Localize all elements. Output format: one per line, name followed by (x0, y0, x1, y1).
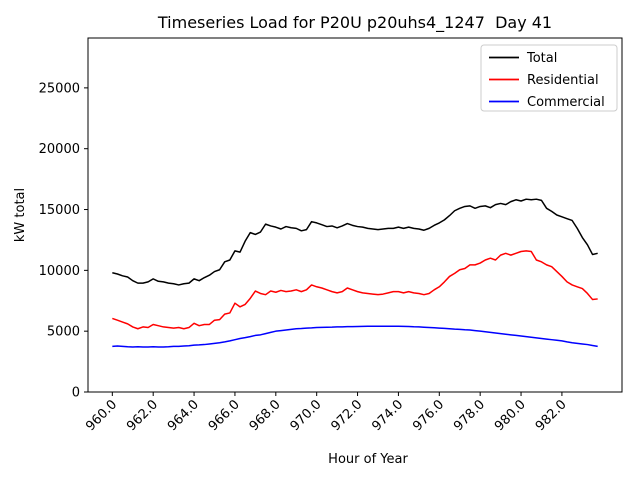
residential-line (112, 250, 598, 330)
legend-box (480, 44, 618, 112)
commercial-line (112, 325, 598, 348)
y-tick-label: 25000 (39, 81, 80, 96)
total-line (112, 198, 598, 286)
y-tick-label: 10000 (39, 264, 80, 279)
legend: Total Residential Commercial (480, 44, 618, 112)
series-lines (112, 198, 598, 348)
legend-label-total: Total (526, 51, 557, 66)
y-tick-label: 0 (72, 386, 80, 401)
plot-border (87, 37, 623, 393)
chart-title: Timeseries Load for P20U p20uhs4_1247 Da… (157, 13, 552, 33)
y-axis-label: kW total (13, 188, 28, 242)
x-axis-label: Hour of Year (328, 452, 408, 467)
y-axis-ticks: 0 5000 10000 15000 20000 25000 (39, 81, 88, 401)
y-tick-label: 20000 (39, 142, 80, 157)
legend-label-commercial: Commercial (527, 95, 605, 110)
legend-label-residential: Residential (527, 73, 599, 88)
y-tick-label: 15000 (39, 203, 80, 218)
y-tick-label: 5000 (47, 325, 80, 340)
